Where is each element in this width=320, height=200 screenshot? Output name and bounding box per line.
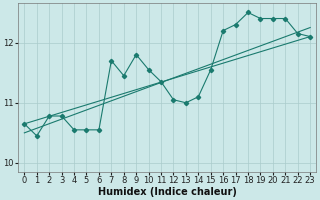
X-axis label: Humidex (Indice chaleur): Humidex (Indice chaleur): [98, 187, 237, 197]
